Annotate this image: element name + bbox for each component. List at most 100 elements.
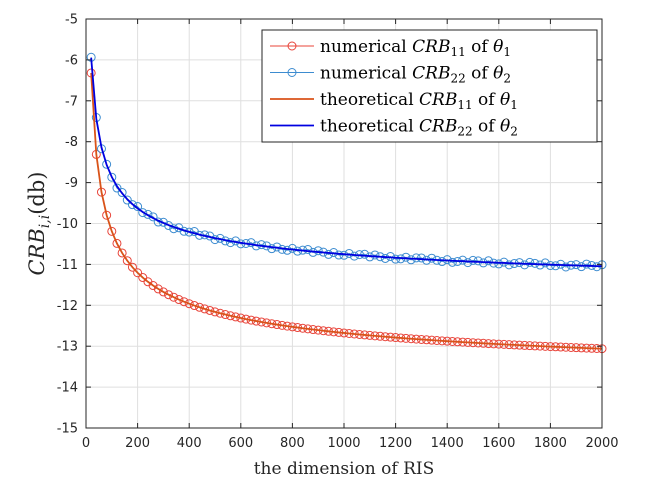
data-point xyxy=(195,302,205,312)
data-point xyxy=(406,255,416,265)
series-line xyxy=(90,72,603,350)
x-tick-label: 400 xyxy=(177,436,202,451)
data-point xyxy=(215,308,225,318)
y-tick-label: -14 xyxy=(57,381,78,396)
data-point xyxy=(267,244,277,254)
data-point xyxy=(334,250,344,260)
x-tick-label: 1800 xyxy=(534,436,567,451)
data-point xyxy=(107,226,117,236)
x-tick-label: 2000 xyxy=(585,436,618,451)
legend-label-mid: of xyxy=(473,117,500,137)
legend-entry: theoretical CRB22 of θ2 xyxy=(270,117,518,139)
legend-entry: numerical CRB11 of θ1 xyxy=(270,37,511,59)
legend-label-prefix: numerical xyxy=(320,64,412,84)
data-point xyxy=(324,249,334,259)
legend-box xyxy=(261,29,598,143)
data-point xyxy=(463,258,473,268)
data-point xyxy=(303,245,313,254)
data-point xyxy=(184,299,194,309)
legend-label-var: CRB xyxy=(412,37,450,57)
y-tick-label: -12 xyxy=(57,299,78,314)
legend-label-mid: of xyxy=(466,64,493,84)
data-point xyxy=(220,310,230,320)
data-point xyxy=(127,262,137,272)
data-point xyxy=(200,304,210,314)
legend-label: numerical CRB11 of θ1 xyxy=(320,37,511,59)
data-point xyxy=(246,238,256,248)
y-tick-label: -8 xyxy=(65,135,78,150)
data-point xyxy=(525,257,535,267)
series-3 xyxy=(90,72,603,350)
legend-label-var: CRB xyxy=(412,64,450,84)
legend-label-theta: θ xyxy=(500,117,510,137)
series-layer xyxy=(86,52,607,354)
x-tick-label: 800 xyxy=(280,436,305,451)
data-point xyxy=(138,208,148,218)
data-point xyxy=(164,290,174,300)
x-tick-label: 200 xyxy=(125,436,150,451)
data-point xyxy=(153,284,163,294)
legend-label-prefix: theoretical xyxy=(320,117,419,137)
legend-label-theta: θ xyxy=(500,90,510,110)
data-point xyxy=(520,260,530,270)
data-point xyxy=(437,257,447,267)
data-point xyxy=(112,183,122,193)
data-point xyxy=(117,188,127,198)
data-point xyxy=(102,159,112,169)
x-tick-label: 1200 xyxy=(379,436,412,451)
legend-label: theoretical CRB22 of θ2 xyxy=(320,117,518,139)
y-tick-label: -11 xyxy=(57,258,78,273)
y-axis-label: CRBi,i(db) xyxy=(25,172,53,276)
legend-label-sub: 11 xyxy=(450,45,465,59)
data-point xyxy=(179,297,189,307)
legend-label-theta-sub: 1 xyxy=(510,98,518,112)
legend-swatch-marker xyxy=(287,41,297,51)
y-tick-label: -6 xyxy=(65,53,78,68)
legend-label-theta-sub: 1 xyxy=(503,45,511,59)
data-point xyxy=(210,307,220,317)
data-point xyxy=(483,256,493,266)
data-point xyxy=(540,258,550,268)
data-point xyxy=(107,172,117,182)
y-tick-label: -9 xyxy=(65,176,78,191)
y-tick-label: -7 xyxy=(65,94,78,109)
data-point xyxy=(133,202,143,212)
data-point xyxy=(122,256,132,266)
data-point xyxy=(143,209,153,219)
data-point xyxy=(380,253,390,263)
data-point xyxy=(370,250,380,260)
legend-label: numerical CRB22 of θ2 xyxy=(320,64,511,86)
data-point xyxy=(174,295,184,305)
y-tick-label: -10 xyxy=(57,217,78,232)
data-point xyxy=(169,292,179,302)
legend-label-theta: θ xyxy=(493,64,503,84)
data-point xyxy=(561,262,571,272)
data-point xyxy=(133,268,143,278)
data-point xyxy=(148,281,158,291)
series-4 xyxy=(90,57,603,268)
data-point xyxy=(494,259,504,269)
legend-label-theta-sub: 2 xyxy=(510,125,518,139)
legend-label-sub: 11 xyxy=(457,98,472,112)
data-point xyxy=(158,217,168,227)
data-point xyxy=(205,305,215,315)
legend-swatch-marker xyxy=(287,68,297,77)
series-line xyxy=(90,57,603,268)
legend-label-var: CRB xyxy=(419,90,457,110)
x-tick-label: 1000 xyxy=(327,436,360,451)
legend-label: theoretical CRB11 of θ1 xyxy=(320,90,518,112)
x-tick-label: 1600 xyxy=(482,436,515,451)
data-point xyxy=(416,253,426,263)
legend-label-prefix: theoretical xyxy=(320,90,419,110)
data-point xyxy=(158,287,168,297)
legend-label-var: CRB xyxy=(419,117,457,137)
data-point xyxy=(427,253,437,263)
x-tick-label: 0 xyxy=(82,436,90,451)
y-axis-label-unit: (db) xyxy=(25,172,49,215)
legend-label-mid: of xyxy=(466,37,493,57)
legend-label-sub: 22 xyxy=(450,72,465,86)
x-tick-label: 1400 xyxy=(431,436,464,451)
